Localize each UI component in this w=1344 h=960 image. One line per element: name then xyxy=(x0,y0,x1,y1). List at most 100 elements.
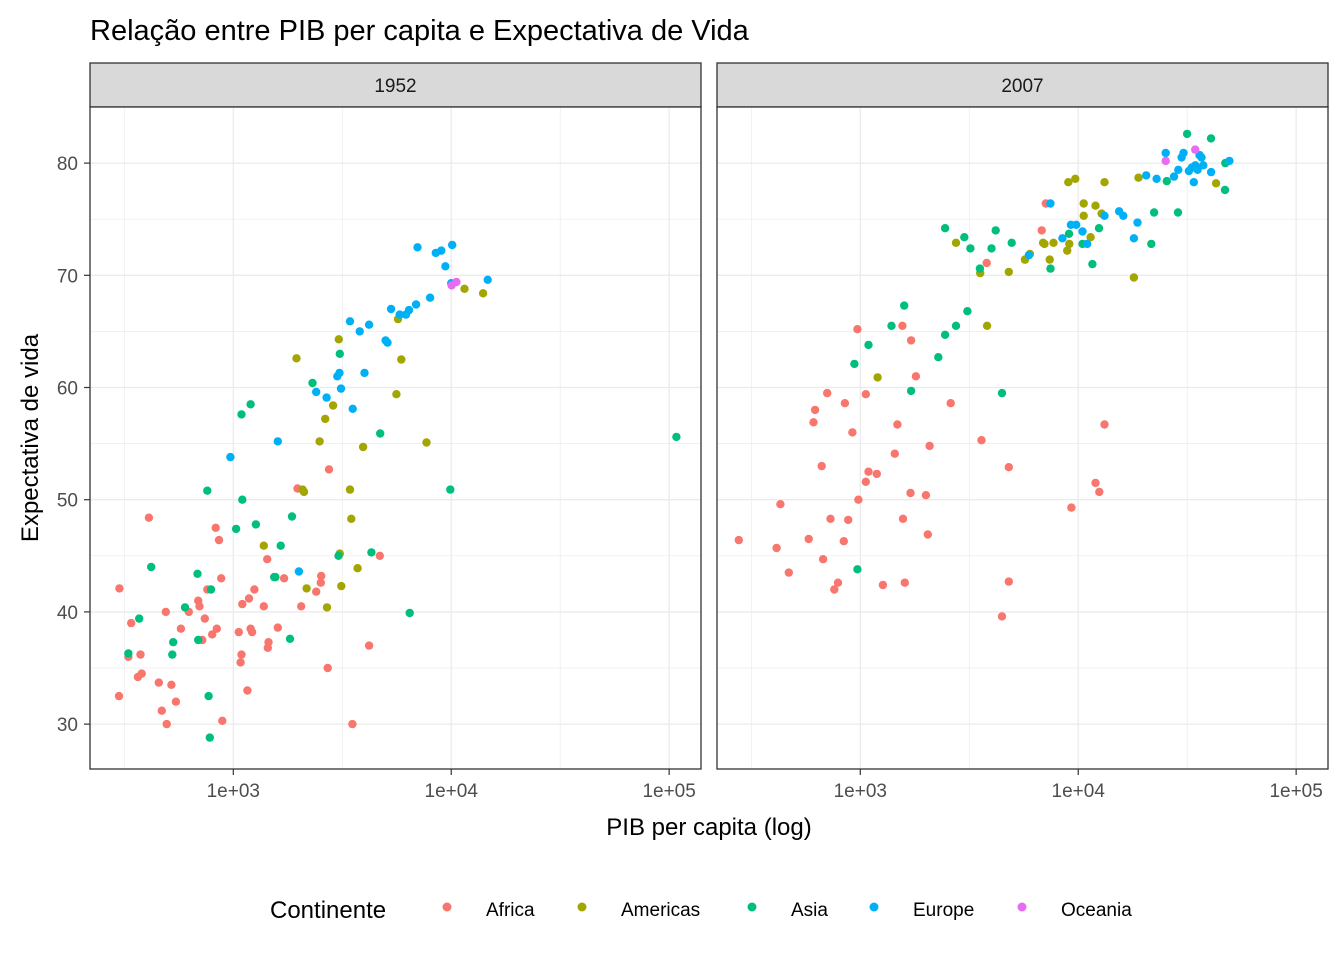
data-point-asia xyxy=(960,233,969,242)
data-point-americas xyxy=(1045,255,1054,264)
data-point-europe xyxy=(1083,239,1092,249)
data-point-africa xyxy=(734,535,743,545)
data-point-africa xyxy=(195,602,204,611)
data-point-europe xyxy=(483,275,492,284)
data-point-africa xyxy=(898,321,907,330)
data-point-europe xyxy=(355,327,364,336)
data-point-asia xyxy=(285,634,295,643)
data-point-asia xyxy=(940,224,950,233)
x-tick-label: 1e+05 xyxy=(642,781,695,802)
data-point-americas xyxy=(478,289,488,298)
data-point-europe xyxy=(1199,161,1208,170)
data-point-americas xyxy=(873,373,882,382)
data-point-asia xyxy=(405,608,414,618)
panel-1952: 1952 xyxy=(89,62,702,770)
data-point-africa xyxy=(115,584,124,593)
data-point-americas xyxy=(302,584,311,593)
data-point-africa xyxy=(854,495,863,504)
data-point-africa xyxy=(830,585,839,594)
y-axis-title: Expectativa de vida xyxy=(17,333,44,542)
data-point-africa xyxy=(784,568,793,577)
data-point-africa xyxy=(137,669,146,678)
data-point-americas xyxy=(358,442,368,452)
data-point-africa xyxy=(247,627,257,637)
data-point-asia xyxy=(376,429,385,438)
x-tick-label: 1e+03 xyxy=(207,781,260,802)
data-point-asia xyxy=(1149,208,1159,217)
data-point-asia xyxy=(906,386,916,396)
data-point-africa xyxy=(264,638,273,647)
data-point-africa xyxy=(1095,487,1104,497)
data-point-europe xyxy=(335,368,344,378)
legend-label-asia: Asia xyxy=(791,900,828,921)
data-point-americas xyxy=(1086,233,1095,242)
data-point-americas xyxy=(392,390,401,399)
data-point-asia xyxy=(951,321,961,330)
data-point-europe xyxy=(273,437,282,446)
x-axis-1952: 1e+03 1e+04 1e+05 xyxy=(207,769,696,802)
data-point-europe xyxy=(226,452,235,462)
data-point-africa xyxy=(263,555,272,564)
legend-title: Continente xyxy=(270,897,386,924)
data-point-americas xyxy=(422,438,431,447)
x-axis-title: PIB per capita (log) xyxy=(606,814,811,841)
x-tick-label: 1e+05 xyxy=(1269,781,1322,802)
legend-key-europe xyxy=(869,902,879,912)
data-point-europe xyxy=(1024,250,1034,260)
data-point-africa xyxy=(839,537,848,546)
data-point-africa xyxy=(890,449,899,458)
data-point-europe xyxy=(1100,211,1109,220)
data-point-europe xyxy=(1197,153,1206,162)
data-point-africa xyxy=(840,399,850,408)
data-point-europe xyxy=(1119,211,1128,220)
panel-border-2007 xyxy=(716,106,1329,770)
data-point-africa xyxy=(925,441,934,451)
data-point-asia xyxy=(850,359,859,369)
legend: Continente Africa Americas Asia Europe Ocean… xyxy=(270,897,1132,924)
data-point-europe xyxy=(336,384,346,393)
data-point-asia xyxy=(147,562,156,572)
data-point-asia xyxy=(991,226,1000,235)
data-point-europe xyxy=(1046,199,1055,208)
data-point-africa xyxy=(317,571,326,581)
data-point-europe xyxy=(1133,218,1142,227)
panel-2007: 2007 xyxy=(716,62,1329,770)
data-point-europe xyxy=(413,243,422,252)
data-point-europe xyxy=(1161,148,1170,158)
data-point-europe xyxy=(364,320,374,329)
data-point-africa xyxy=(297,602,306,611)
data-point-asia xyxy=(940,330,950,339)
data-point-europe xyxy=(448,240,457,250)
data-point-americas xyxy=(460,284,469,293)
data-point-asia xyxy=(1007,238,1016,247)
data-point-asia xyxy=(997,388,1007,398)
data-point-asia xyxy=(205,733,214,742)
data-point-europe xyxy=(1193,165,1202,174)
data-point-americas xyxy=(347,514,356,523)
data-point-europe xyxy=(1129,234,1139,243)
data-point-americas xyxy=(1004,267,1013,277)
data-point-africa xyxy=(324,465,334,474)
data-point-americas xyxy=(1040,239,1049,249)
legend-key-asia xyxy=(747,902,757,912)
data-point-europe xyxy=(345,317,355,326)
legend-key-americas xyxy=(577,902,587,912)
data-point-americas xyxy=(1091,201,1100,210)
data-point-africa xyxy=(861,390,870,399)
data-point-americas xyxy=(1049,238,1058,247)
data-point-europe xyxy=(1142,171,1151,180)
data-point-asia xyxy=(1173,208,1183,217)
data-point-africa xyxy=(1067,503,1076,512)
data-point-asia xyxy=(168,650,177,659)
y-axis: 30 40 50 60 70 80 xyxy=(57,154,90,736)
data-point-africa xyxy=(234,627,243,637)
data-point-americas xyxy=(328,401,338,410)
data-point-asia xyxy=(963,307,972,316)
y-tick-label: 30 xyxy=(57,715,78,736)
data-point-africa xyxy=(176,624,186,633)
data-point-americas xyxy=(345,485,355,494)
data-point-africa xyxy=(898,514,908,523)
data-point-africa xyxy=(1004,463,1013,472)
data-point-europe xyxy=(1189,178,1199,187)
